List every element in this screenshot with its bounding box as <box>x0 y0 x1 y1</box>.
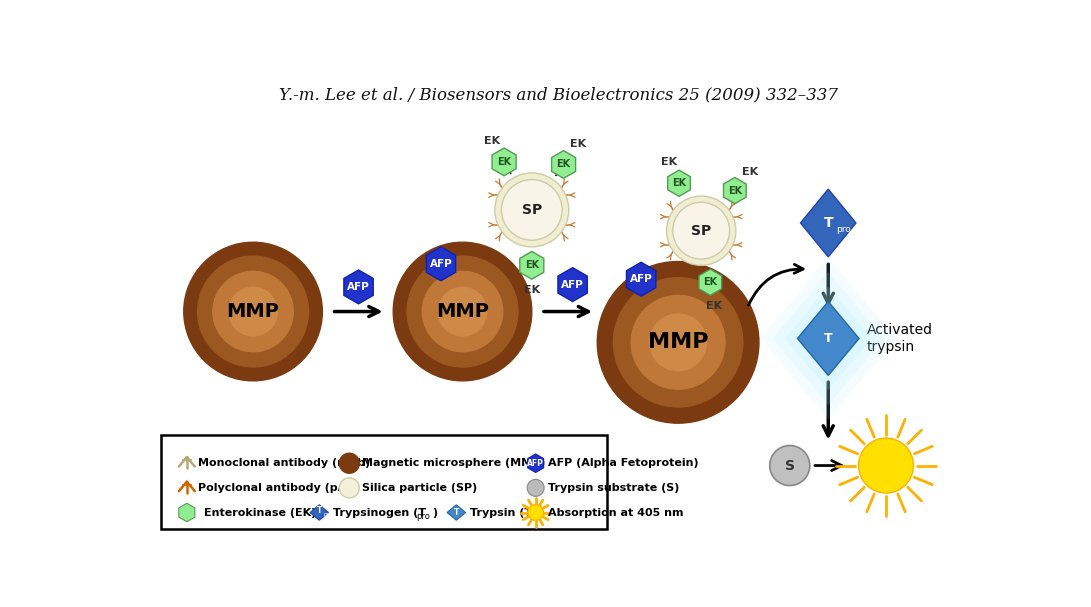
Text: EK: EK <box>497 157 512 167</box>
Circle shape <box>407 256 518 367</box>
Text: AFP: AFP <box>561 280 584 290</box>
Polygon shape <box>492 148 516 176</box>
Polygon shape <box>310 505 328 520</box>
Text: Silica particle (SP): Silica particle (SP) <box>362 483 478 493</box>
Circle shape <box>632 296 726 389</box>
Text: Enterokinase (EK): Enterokinase (EK) <box>204 507 316 518</box>
Circle shape <box>439 287 487 336</box>
Text: pro: pro <box>417 512 430 521</box>
Text: SP: SP <box>521 203 542 217</box>
Text: T: T <box>824 332 832 345</box>
Circle shape <box>528 504 543 520</box>
Polygon shape <box>772 272 884 405</box>
FancyBboxPatch shape <box>160 435 608 529</box>
Circle shape <box>673 202 730 259</box>
Text: Polyclonal antibody (pAb): Polyclonal antibody (pAb) <box>197 483 359 493</box>
Text: Monoclonal antibody (mAb): Monoclonal antibody (mAb) <box>197 458 370 468</box>
Polygon shape <box>528 454 543 472</box>
Text: SP: SP <box>691 224 711 238</box>
Circle shape <box>339 478 359 498</box>
Text: MMP: MMP <box>648 333 708 352</box>
Circle shape <box>495 173 568 247</box>
Circle shape <box>527 480 544 497</box>
Circle shape <box>597 262 759 423</box>
Text: T: T <box>454 508 459 517</box>
Text: EK: EK <box>556 160 571 169</box>
Polygon shape <box>798 302 859 376</box>
Polygon shape <box>786 287 872 390</box>
Polygon shape <box>699 269 721 296</box>
Text: pro: pro <box>324 512 333 517</box>
Circle shape <box>613 277 743 407</box>
Polygon shape <box>427 247 456 281</box>
Circle shape <box>213 271 293 351</box>
Text: EK: EK <box>483 135 500 146</box>
Polygon shape <box>552 151 576 178</box>
Circle shape <box>183 242 322 381</box>
Text: ): ) <box>432 507 436 518</box>
Text: EK: EK <box>704 277 718 287</box>
Text: EK: EK <box>742 168 758 177</box>
Text: EK: EK <box>525 260 539 270</box>
Polygon shape <box>723 177 746 204</box>
Text: Magnetic microsphere (MMP): Magnetic microsphere (MMP) <box>362 458 546 468</box>
Circle shape <box>422 271 503 351</box>
Circle shape <box>229 287 277 336</box>
Circle shape <box>502 180 562 240</box>
Circle shape <box>650 314 706 371</box>
Text: EK: EK <box>672 178 686 188</box>
Circle shape <box>667 196 735 265</box>
Circle shape <box>770 446 810 486</box>
Circle shape <box>859 438 913 493</box>
Text: EK: EK <box>524 285 540 295</box>
Polygon shape <box>626 262 656 296</box>
Text: Activated
trypsin: Activated trypsin <box>866 324 933 354</box>
Text: T: T <box>824 216 834 230</box>
Polygon shape <box>801 189 856 257</box>
Polygon shape <box>668 170 691 196</box>
Circle shape <box>339 453 359 473</box>
Polygon shape <box>760 257 896 420</box>
Text: EK: EK <box>661 157 678 166</box>
Text: pro: pro <box>836 225 851 234</box>
Circle shape <box>393 242 531 381</box>
Polygon shape <box>344 270 373 304</box>
Text: EK: EK <box>706 300 722 311</box>
Text: S: S <box>784 458 794 472</box>
Text: Y.-m. Lee et al. / Biosensors and Bioelectronics 25 (2009) 332–337: Y.-m. Lee et al. / Biosensors and Bioele… <box>279 86 838 103</box>
Text: AFP: AFP <box>630 274 652 284</box>
Text: Absorption at 405 nm: Absorption at 405 nm <box>548 507 683 518</box>
Text: Trypsin substrate (S): Trypsin substrate (S) <box>548 483 680 493</box>
Text: EK: EK <box>728 186 742 195</box>
Text: MMP: MMP <box>436 302 489 321</box>
Text: EK: EK <box>570 139 586 149</box>
Text: AFP (Alpha Fetoprotein): AFP (Alpha Fetoprotein) <box>548 458 698 468</box>
Text: Trypsin (T): Trypsin (T) <box>470 507 538 518</box>
Polygon shape <box>447 505 466 520</box>
Text: Trypsinogen (T: Trypsinogen (T <box>333 507 427 518</box>
Text: AFP: AFP <box>430 259 453 269</box>
Polygon shape <box>179 503 195 522</box>
Polygon shape <box>519 251 543 279</box>
Polygon shape <box>558 268 587 302</box>
Circle shape <box>197 256 309 367</box>
Text: T: T <box>316 506 322 515</box>
Text: MMP: MMP <box>227 302 279 321</box>
Text: AFP: AFP <box>527 459 544 468</box>
Text: AFP: AFP <box>347 282 370 292</box>
